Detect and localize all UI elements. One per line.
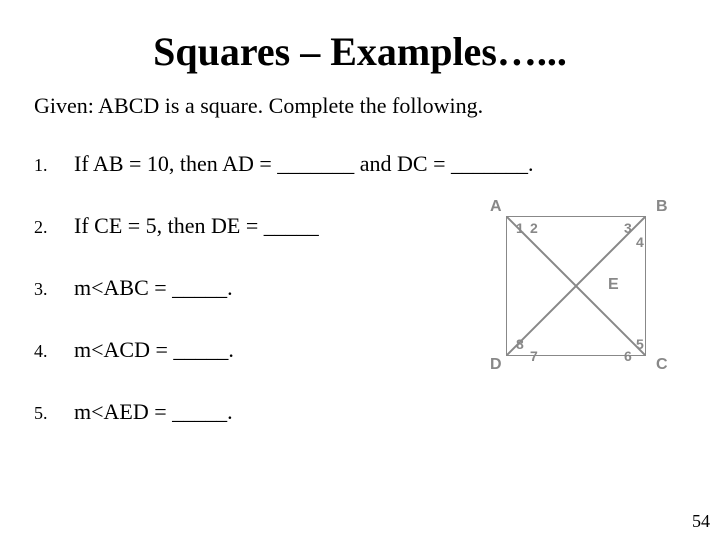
angle-label-5: 5 [636, 336, 644, 352]
list-item: 1. If AB = 10, then AD = _______ and DC … [34, 151, 720, 177]
item-number: 2. [34, 217, 74, 238]
item-number: 4. [34, 341, 74, 362]
item-number: 1. [34, 155, 74, 176]
slide-title: Squares – Examples…... [0, 0, 720, 93]
angle-label-7: 7 [530, 348, 538, 364]
list-item: 5. m<AED = _____. [34, 399, 720, 425]
vertex-label-c: C [656, 356, 668, 374]
angle-label-1: 1 [516, 220, 524, 236]
angle-label-3: 3 [624, 220, 632, 236]
item-number: 3. [34, 279, 74, 300]
vertex-label-b: B [656, 198, 668, 216]
item-text: m<ABC = _____. [74, 275, 233, 301]
slide: Squares – Examples…... Given: ABCD is a … [0, 0, 720, 540]
given-text: Given: ABCD is a square. Complete the fo… [0, 93, 720, 151]
page-number: 54 [692, 511, 710, 532]
item-text: m<AED = _____. [74, 399, 233, 425]
angle-label-6: 6 [624, 348, 632, 364]
item-text: If CE = 5, then DE = _____ [74, 213, 319, 239]
angle-label-2: 2 [530, 220, 538, 236]
vertex-label-e: E [608, 276, 619, 294]
item-number: 5. [34, 403, 74, 424]
vertex-label-d: D [490, 356, 502, 374]
angle-label-8: 8 [516, 336, 524, 352]
vertex-label-a: A [490, 198, 502, 216]
diagram-svg [506, 216, 646, 356]
square-diagram: A B C D E 1 2 3 4 5 6 7 8 [486, 198, 686, 374]
angle-label-4: 4 [636, 234, 644, 250]
item-text: If AB = 10, then AD = _______ and DC = _… [74, 151, 534, 177]
item-text: m<ACD = _____. [74, 337, 234, 363]
